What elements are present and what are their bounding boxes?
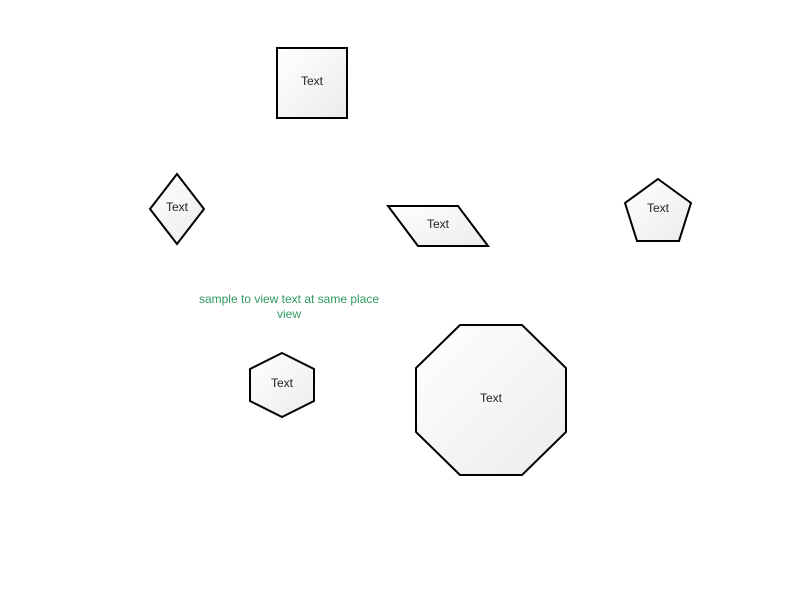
pentagon-outline[interactable] (623, 177, 693, 242)
square-outline[interactable] (276, 47, 348, 119)
sample-text-content: sample to view text at same place view (198, 292, 380, 321)
hexagon-shape[interactable]: Text (249, 351, 315, 419)
diamond-shape[interactable]: Text (148, 172, 206, 246)
sample-text-note[interactable]: sample to view text at same place view (189, 292, 389, 322)
diamond-outline[interactable] (148, 172, 206, 246)
parallelogram-outline[interactable] (386, 205, 490, 247)
pentagon-label: Text (647, 201, 670, 215)
diamond-label: Text (166, 200, 189, 214)
octagon-shape[interactable]: Text (415, 324, 567, 476)
hexagon-outline[interactable] (249, 351, 315, 419)
square-label: Text (301, 74, 324, 88)
square-shape[interactable]: Text (276, 47, 348, 119)
octagon-label: Text (480, 391, 503, 405)
parallelogram-shape[interactable]: Text (386, 205, 490, 247)
octagon-outline[interactable] (415, 324, 567, 476)
parallelogram-label: Text (427, 217, 450, 231)
hexagon-label: Text (271, 376, 294, 390)
pentagon-shape[interactable]: Text (623, 177, 693, 242)
